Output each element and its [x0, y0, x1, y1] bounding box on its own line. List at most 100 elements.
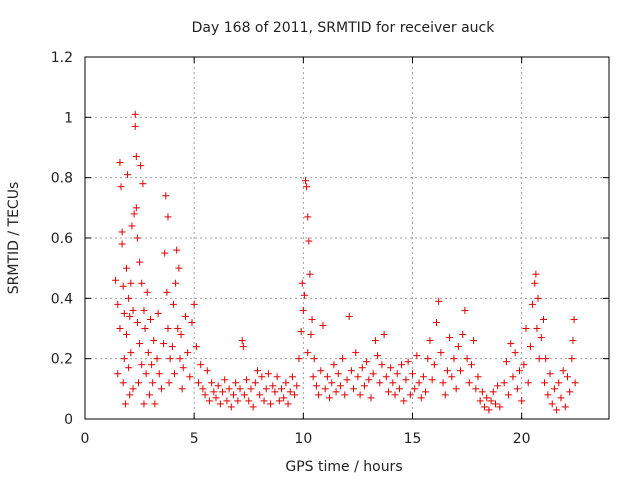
data-point [214, 382, 222, 390]
data-point [369, 370, 377, 378]
data-point [166, 355, 174, 363]
data-point [433, 318, 441, 326]
data-point [240, 391, 248, 399]
data-point [114, 370, 122, 378]
data-point [398, 361, 406, 369]
data-point [569, 337, 577, 345]
data-point [553, 406, 561, 414]
data-point [256, 391, 264, 399]
data-point [465, 379, 473, 387]
data-point [174, 325, 182, 332]
data-point [483, 394, 491, 402]
data-point [363, 358, 371, 366]
data-point [145, 391, 153, 399]
data-point [160, 340, 168, 348]
data-point [430, 361, 438, 369]
data-point [312, 382, 320, 390]
data-point [409, 370, 416, 378]
data-point [132, 204, 140, 212]
data-point [457, 367, 465, 375]
data-point [424, 355, 432, 363]
data-point [286, 388, 294, 396]
data-point [561, 403, 569, 411]
data-point [463, 355, 471, 363]
data-point [164, 213, 172, 221]
data-point [518, 397, 526, 405]
data-point [139, 180, 147, 188]
data-point [522, 325, 530, 332]
data-point [343, 376, 351, 384]
data-point [509, 373, 517, 381]
data-point [387, 364, 395, 372]
data-point [171, 370, 179, 378]
data-point [550, 385, 558, 393]
data-point [291, 391, 299, 399]
data-point [126, 312, 134, 320]
y-tick-label: 0.6 [51, 231, 73, 247]
data-point [169, 300, 177, 308]
data-point [177, 331, 185, 339]
data-point [555, 379, 563, 387]
data-point [138, 361, 146, 369]
data-point [548, 400, 556, 408]
data-point [297, 328, 305, 336]
data-point [422, 388, 430, 396]
data-point [304, 349, 312, 357]
data-point [505, 391, 513, 399]
data-point [437, 349, 445, 357]
data-point [205, 397, 213, 405]
data-point [472, 385, 480, 393]
data-point [284, 400, 292, 408]
data-point [144, 349, 152, 357]
data-point [389, 379, 397, 387]
data-point [367, 394, 375, 402]
data-point [400, 397, 408, 405]
data-point [435, 297, 443, 305]
data-point [540, 315, 547, 323]
data-point [315, 391, 323, 399]
data-point [153, 355, 161, 363]
data-point [140, 306, 148, 314]
data-point [446, 334, 454, 342]
data-point [307, 331, 315, 339]
data-point [485, 406, 493, 414]
data-point [238, 337, 246, 345]
data-point [302, 177, 310, 185]
data-point [358, 364, 366, 372]
data-point [332, 388, 340, 396]
data-point [117, 183, 125, 191]
data-point [253, 367, 261, 375]
data-point [439, 379, 447, 387]
data-point [428, 376, 436, 384]
data-point [356, 391, 364, 399]
data-point [150, 337, 158, 345]
data-point [319, 321, 327, 329]
data-point [116, 159, 124, 167]
data-point [288, 373, 296, 381]
data-point [118, 240, 126, 248]
data-point [360, 382, 368, 390]
data-point [295, 355, 303, 363]
data-point [112, 276, 120, 284]
y-tick-label: 1.2 [51, 50, 73, 66]
data-point [148, 361, 156, 369]
y-tick-label: 0.4 [51, 291, 73, 307]
data-point [544, 391, 552, 399]
data-point [161, 249, 169, 257]
data-point [273, 373, 281, 381]
data-point [251, 379, 259, 387]
data-point [305, 237, 313, 245]
data-point [300, 291, 308, 299]
data-point [282, 379, 290, 387]
data-point [186, 373, 194, 381]
data-point [223, 397, 231, 405]
data-point [119, 379, 127, 387]
data-point [137, 162, 145, 170]
data-point [500, 379, 508, 387]
data-point [212, 394, 220, 402]
data-point [147, 315, 154, 323]
data-point [140, 400, 148, 408]
y-tick-label: 1 [64, 110, 73, 126]
data-point [317, 367, 325, 375]
data-point [120, 355, 128, 363]
